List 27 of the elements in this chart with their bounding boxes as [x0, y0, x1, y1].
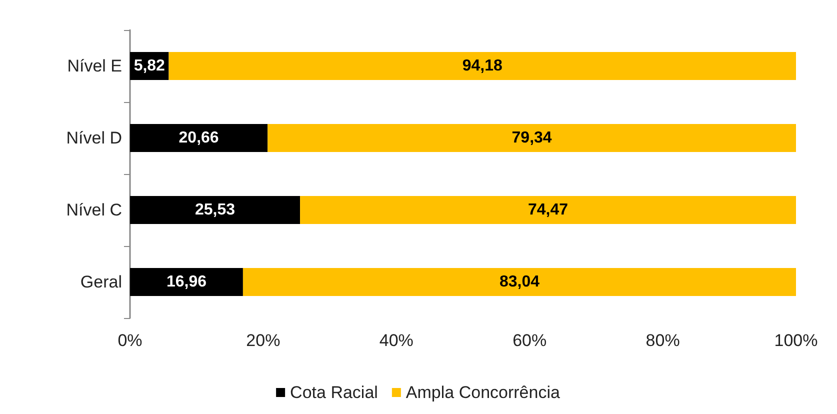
y-tick-label: Nível D: [66, 128, 122, 148]
data-label: 25,53: [194, 202, 236, 218]
y-tick-label: Nível E: [67, 56, 122, 76]
bar: [300, 196, 796, 224]
legend-label: Cota Racial: [290, 383, 378, 402]
bar: [130, 196, 300, 224]
x-tick-label: 20%: [246, 331, 280, 350]
bar: [130, 268, 243, 296]
data-label: 79,34: [512, 130, 552, 146]
data-label: 16,96: [166, 274, 207, 290]
data-label: 5,82: [134, 58, 166, 74]
y-tick-label: Nível C: [66, 200, 122, 220]
y-tick-label: Geral: [80, 272, 122, 292]
data-label: 83,04: [499, 274, 540, 290]
x-tick-label: 0%: [118, 331, 142, 350]
bar: [268, 124, 796, 152]
data-label: 20,66: [178, 130, 219, 146]
data-label: 94,18: [462, 58, 502, 74]
x-tick-label: 100%: [774, 331, 818, 350]
bar: [168, 52, 796, 80]
x-tick-label: 80%: [646, 331, 680, 350]
legend-label: Ampla Concorrência: [406, 383, 560, 402]
x-tick-label: 60%: [512, 331, 547, 350]
x-tick-label: 40%: [379, 331, 414, 350]
data-label: 74,47: [528, 202, 568, 218]
bar: [242, 268, 796, 296]
bar: [130, 124, 268, 152]
